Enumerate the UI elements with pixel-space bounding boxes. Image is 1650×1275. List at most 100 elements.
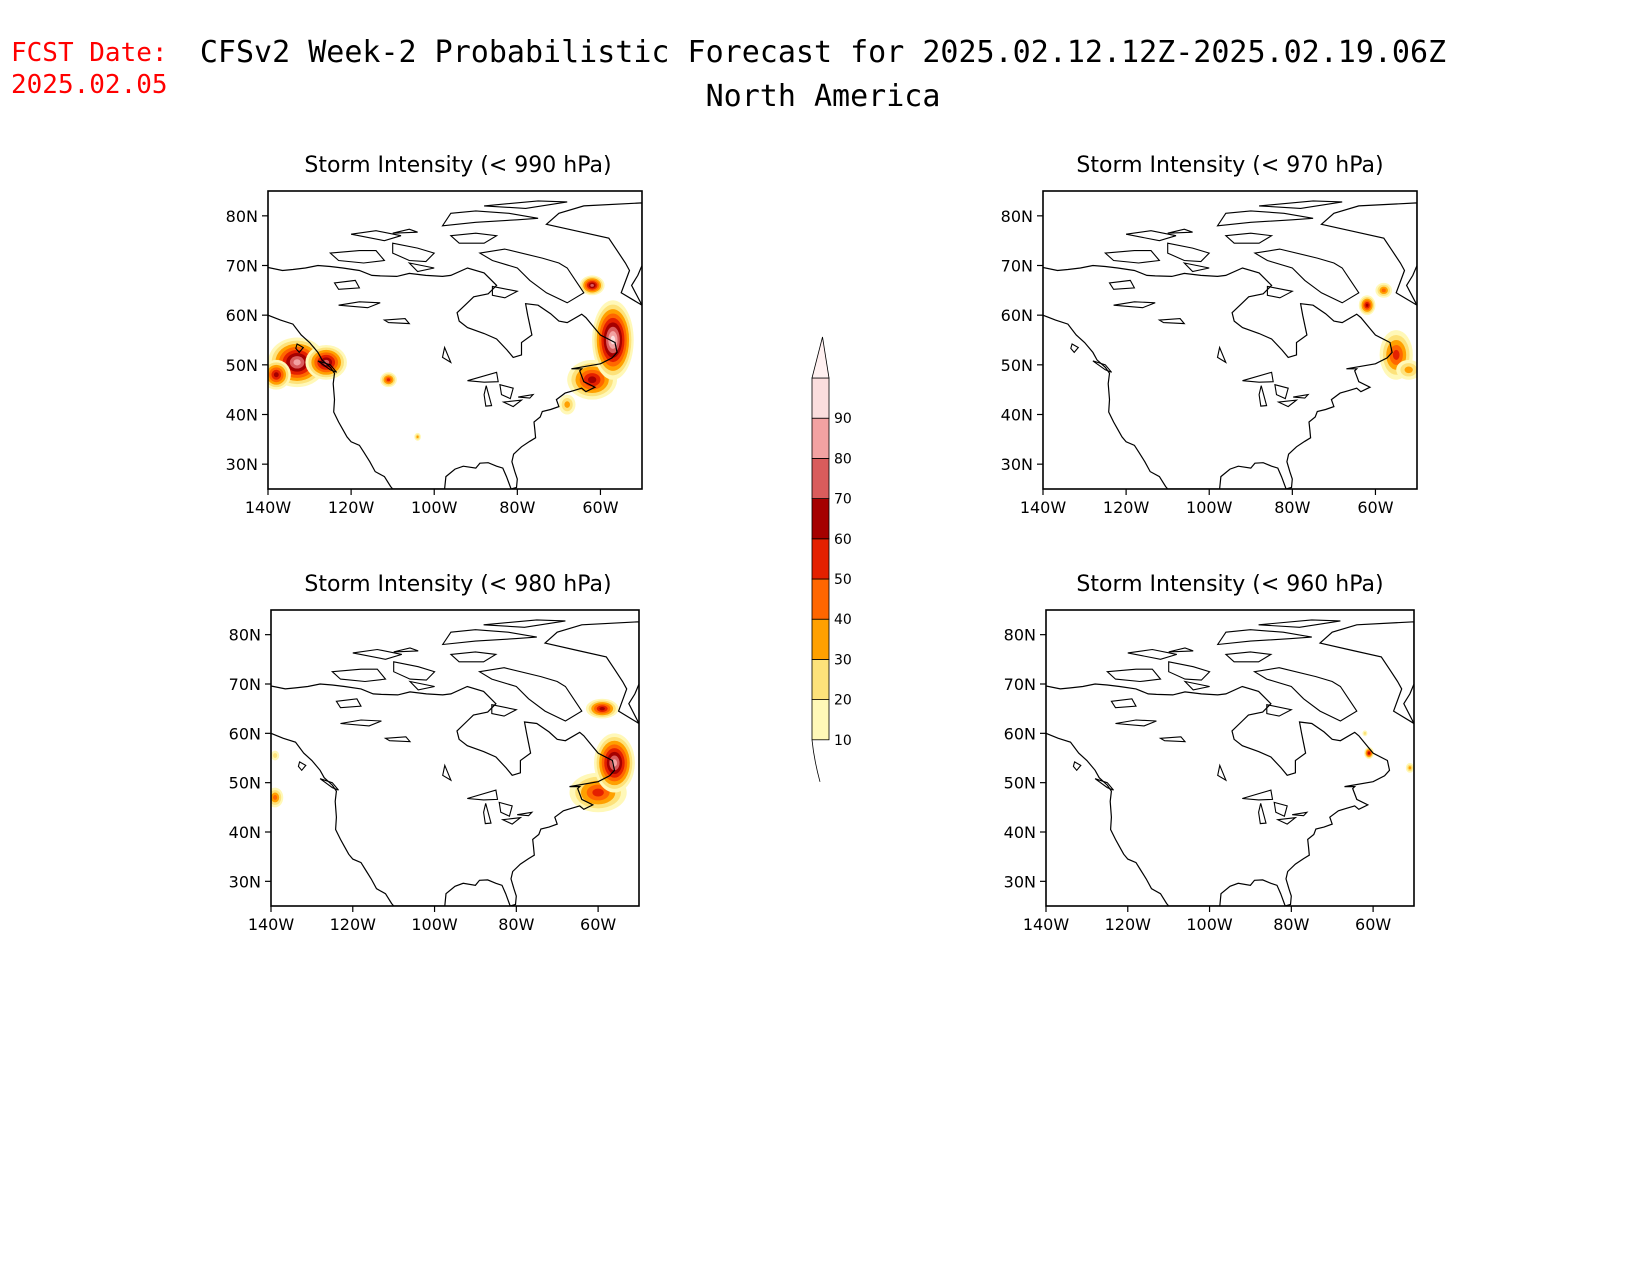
island-outline <box>1070 343 1080 354</box>
lake-outline <box>442 763 453 782</box>
lat-label: 60N <box>1004 724 1036 743</box>
island-outline <box>350 230 402 242</box>
lake-outline <box>1292 811 1309 817</box>
island-outline <box>477 667 583 722</box>
lat-label: 50N <box>229 774 261 793</box>
island-outline <box>1216 629 1312 646</box>
lake-outline <box>1110 698 1137 709</box>
probability-contour <box>1381 288 1386 293</box>
island-outline <box>330 668 387 683</box>
lat-label: 80N <box>229 626 261 645</box>
lat-label: 70N <box>1004 675 1036 694</box>
island-outline <box>1168 661 1211 681</box>
island-outline <box>393 661 436 681</box>
lat-label: 80N <box>1001 207 1033 226</box>
map-body <box>268 200 642 489</box>
island-outline <box>1216 210 1314 227</box>
colorbar-label: 90 <box>834 411 852 427</box>
island-outline <box>392 242 436 263</box>
colorbar-segment <box>811 699 830 741</box>
panel-990: Storm Intensity (< 990 hPa) 80N 70N 60N 50N… <box>226 153 643 517</box>
colorbar-bottom-arrow <box>811 739 821 782</box>
map-frame <box>270 609 640 907</box>
lake-outline <box>500 816 523 825</box>
lat-label: 70N <box>226 257 258 276</box>
lon-label: 60W <box>580 915 616 934</box>
lon-label: 60W <box>582 498 618 517</box>
lake-outline <box>1273 801 1288 817</box>
probability-contour <box>1368 752 1370 755</box>
probability-contour <box>587 376 597 384</box>
lake-outline <box>382 318 411 325</box>
lat-label: 30N <box>229 872 261 891</box>
map-body <box>1043 200 1417 489</box>
colorbar-label: 70 <box>834 492 852 508</box>
lon-label: 80W <box>498 915 534 934</box>
lake-outline <box>441 345 452 364</box>
island-outline <box>484 200 568 209</box>
coastline-greenland <box>1320 202 1417 306</box>
map-frame <box>1045 609 1415 907</box>
colorbar-label: 50 <box>834 572 852 588</box>
probability-contour <box>273 753 278 758</box>
map-body <box>271 619 639 906</box>
colorbar-label: 10 <box>834 733 852 749</box>
panel-title: Storm Intensity (< 990 hPa) <box>304 153 611 178</box>
lat-label: 50N <box>1004 774 1036 793</box>
probability-contour <box>1408 766 1412 770</box>
map-body <box>1046 619 1414 906</box>
lake-outline <box>498 801 513 817</box>
island-outline <box>352 648 402 660</box>
island-outline <box>1167 228 1193 234</box>
panel-title: Storm Intensity (< 960 hPa) <box>1076 572 1383 597</box>
island-outline <box>1266 285 1294 299</box>
colorbar-segment <box>811 498 830 540</box>
lake-outline <box>483 385 493 407</box>
island-outline <box>317 360 338 373</box>
island-outline <box>441 210 539 227</box>
island-outline <box>1167 242 1211 263</box>
page-subtitle: North America <box>706 79 941 114</box>
page-title: CFSv2 Week-2 Probabilistic Forecast for … <box>200 35 1446 70</box>
island-outline <box>491 285 519 299</box>
lon-label: 60W <box>1355 915 1391 934</box>
lon-label: 140W <box>1020 498 1067 517</box>
probability-contour <box>273 372 279 378</box>
probability-contour <box>386 378 391 382</box>
panel-960: Storm Intensity (< 960 hPa) 80N 70N 60N 50N… <box>1004 572 1415 934</box>
lake-outline <box>467 789 499 801</box>
lake-outline <box>335 698 362 709</box>
colorbar-segment <box>811 659 830 701</box>
coastline-greenland <box>545 202 642 306</box>
coastline-greenland <box>543 621 639 725</box>
island-outline <box>1258 619 1341 628</box>
lake-outline <box>1216 345 1227 364</box>
lat-label: 30N <box>1001 455 1033 474</box>
island-outline <box>441 629 537 646</box>
lat-label: 60N <box>226 306 258 325</box>
panel-980: Storm Intensity (< 980 hPa) 80N 70N 60N 50N… <box>229 572 640 934</box>
colorbar-label: 60 <box>834 532 852 548</box>
island-outline <box>1072 761 1082 772</box>
island-outline <box>1092 360 1113 373</box>
lake-outline <box>1158 736 1187 743</box>
probability-contour <box>1365 303 1369 307</box>
island-outline <box>1224 232 1274 244</box>
island-outline <box>478 248 585 304</box>
lake-outline <box>1242 789 1274 801</box>
lat-label: 70N <box>229 675 261 694</box>
island-outline <box>491 704 518 717</box>
probability-contour <box>564 401 570 408</box>
island-outline <box>449 232 499 244</box>
colorbar-top-arrow <box>811 336 830 379</box>
map-frame <box>267 190 643 490</box>
coastline-greenland <box>1318 621 1414 725</box>
lat-label: 30N <box>226 455 258 474</box>
lake-outline <box>1115 719 1157 727</box>
lake-outline <box>1157 318 1186 325</box>
panel-title: Storm Intensity (< 980 hPa) <box>304 572 611 597</box>
colorbar-segment <box>811 377 830 419</box>
lon-label: 140W <box>1023 915 1070 934</box>
probability-contour <box>590 283 594 287</box>
lake-outline <box>1274 383 1289 400</box>
